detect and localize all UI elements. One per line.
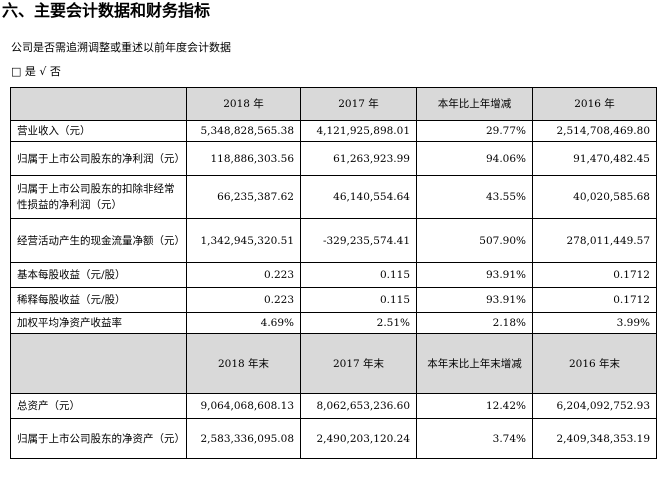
cell-v2017: 46,140,554.64 — [300, 175, 417, 219]
row-label: 经营活动产生的现金流量净额（元） — [10, 218, 187, 263]
cell-v2016: 278,011,449.57 — [532, 218, 657, 263]
cell-v2017: 0.115 — [300, 287, 417, 313]
row-label: 总资产（元） — [10, 393, 187, 419]
row-label: 归属于上市公司股东的净利润（元） — [10, 141, 187, 176]
cell-v2016: 6,204,092,752.93 — [532, 393, 657, 419]
table-row: 归属于上市公司股东的扣除非经常性损益的净利润（元） 66,235,387.62 46… — [10, 175, 657, 219]
column-header: 2016 年 — [532, 87, 657, 121]
table-row: 归属于上市公司股东的净资产（元） 2,583,336,095.08 2,490,20… — [10, 418, 657, 459]
cell-v2017: 61,263,923.99 — [300, 141, 417, 176]
cell-v2016: 0.1712 — [532, 262, 657, 288]
cell-v2018: 1,342,945,320.51 — [186, 218, 301, 263]
cell-change: 94.06% — [416, 141, 533, 176]
column-header: 2016 年末 — [532, 333, 657, 394]
row-label: 归属于上市公司股东的净资产（元） — [10, 418, 187, 459]
cell-change: 93.91% — [416, 262, 533, 288]
cell-v2016: 40,020,585.68 — [532, 175, 657, 219]
column-header: 2018 年 — [186, 87, 301, 121]
cell-v2018: 66,235,387.62 — [186, 175, 301, 219]
cell-v2016: 91,470,482.45 — [532, 141, 657, 176]
row-label: 稀释每股收益（元/股） — [10, 287, 187, 313]
table-row: 营业收入（元） 5,348,828,565.38 4,121,925,898.01 2… — [10, 120, 657, 142]
yes-checkbox: □ — [11, 65, 22, 78]
section-title: 六、主要会计数据和财务指标 — [2, 1, 211, 20]
cell-change: 507.90% — [416, 218, 533, 263]
cell-v2017: -329,235,574.41 — [300, 218, 417, 263]
cell-v2017: 2.51% — [300, 312, 417, 334]
cell-change: 43.55% — [416, 175, 533, 219]
table-row: 归属于上市公司股东的净利润（元） 118,886,303.56 61,263,923… — [10, 141, 657, 176]
cell-v2018: 0.223 — [186, 262, 301, 288]
table-row: 经营活动产生的现金流量净额（元） 1,342,945,320.51 -329,235… — [10, 218, 657, 263]
cell-v2018: 9,064,068,608.13 — [186, 393, 301, 419]
table-row: 加权平均净资产收益率 4.69% 2.51% 2.18% 3.99% — [10, 312, 657, 334]
cell-change: 2.18% — [416, 312, 533, 334]
no-check-mark: √ — [39, 65, 47, 78]
column-header: 本年末比上年末增减 — [416, 333, 533, 394]
table-row: 总资产（元） 9,064,068,608.13 8,062,653,236.60 12… — [10, 393, 657, 419]
cell-change: 29.77% — [416, 120, 533, 142]
row-label: 基本每股收益（元/股） — [10, 262, 187, 288]
restatement-options: □ 是 √ 否 — [11, 64, 61, 80]
row-label: 营业收入（元） — [10, 120, 187, 142]
cell-v2018: 4.69% — [186, 312, 301, 334]
cell-v2017: 4,121,925,898.01 — [300, 120, 417, 142]
header-row: 2018 年 2017 年本年比上年增减 2016 年 — [10, 87, 657, 121]
cell-change: 12.42% — [416, 393, 533, 419]
column-header: 2017 年末 — [300, 333, 417, 394]
cell-v2017: 8,062,653,236.60 — [300, 393, 417, 419]
cell-v2018: 5,348,828,565.38 — [186, 120, 301, 142]
cell-v2018: 2,583,336,095.08 — [186, 418, 301, 459]
cell-v2018: 118,886,303.56 — [186, 141, 301, 176]
column-header: 本年比上年增减 — [416, 87, 533, 121]
cell-v2017: 2,490,203,120.24 — [300, 418, 417, 459]
table-row: 基本每股收益（元/股） 0.223 0.115 93.91% 0.1712 — [10, 262, 657, 288]
cell-change: 3.74% — [416, 418, 533, 459]
cell-v2018: 0.223 — [186, 287, 301, 313]
row-label: 归属于上市公司股东的扣除非经常性损益的净利润（元） — [10, 175, 187, 219]
table-row: 稀释每股收益（元/股） 0.223 0.115 93.91% 0.1712 — [10, 287, 657, 313]
cell-v2016: 2,409,348,353.19 — [532, 418, 657, 459]
financial-data-table: 2018 年 2017 年本年比上年增减 2016 年营业收入（元） 5,348,82… — [10, 87, 657, 459]
cell-v2016: 3.99% — [532, 312, 657, 334]
row-label: 加权平均净资产收益率 — [10, 312, 187, 334]
cell-v2016: 0.1712 — [532, 287, 657, 313]
intro-text: 公司是否需追溯调整或重述以前年度会计数据 — [11, 41, 231, 54]
cell-v2017: 0.115 — [300, 262, 417, 288]
column-header: 2017 年 — [300, 87, 417, 121]
header-row: 2018 年末 2017 年末 本年末比上年末增减 2016 年末 — [10, 333, 657, 394]
yes-label: 是 — [24, 65, 36, 78]
column-header: 2018 年末 — [186, 333, 301, 394]
cell-change: 93.91% — [416, 287, 533, 313]
header-blank-cell — [10, 333, 187, 394]
header-blank-cell — [10, 87, 187, 121]
no-label: 否 — [49, 65, 61, 78]
cell-v2016: 2,514,708,469.80 — [532, 120, 657, 142]
